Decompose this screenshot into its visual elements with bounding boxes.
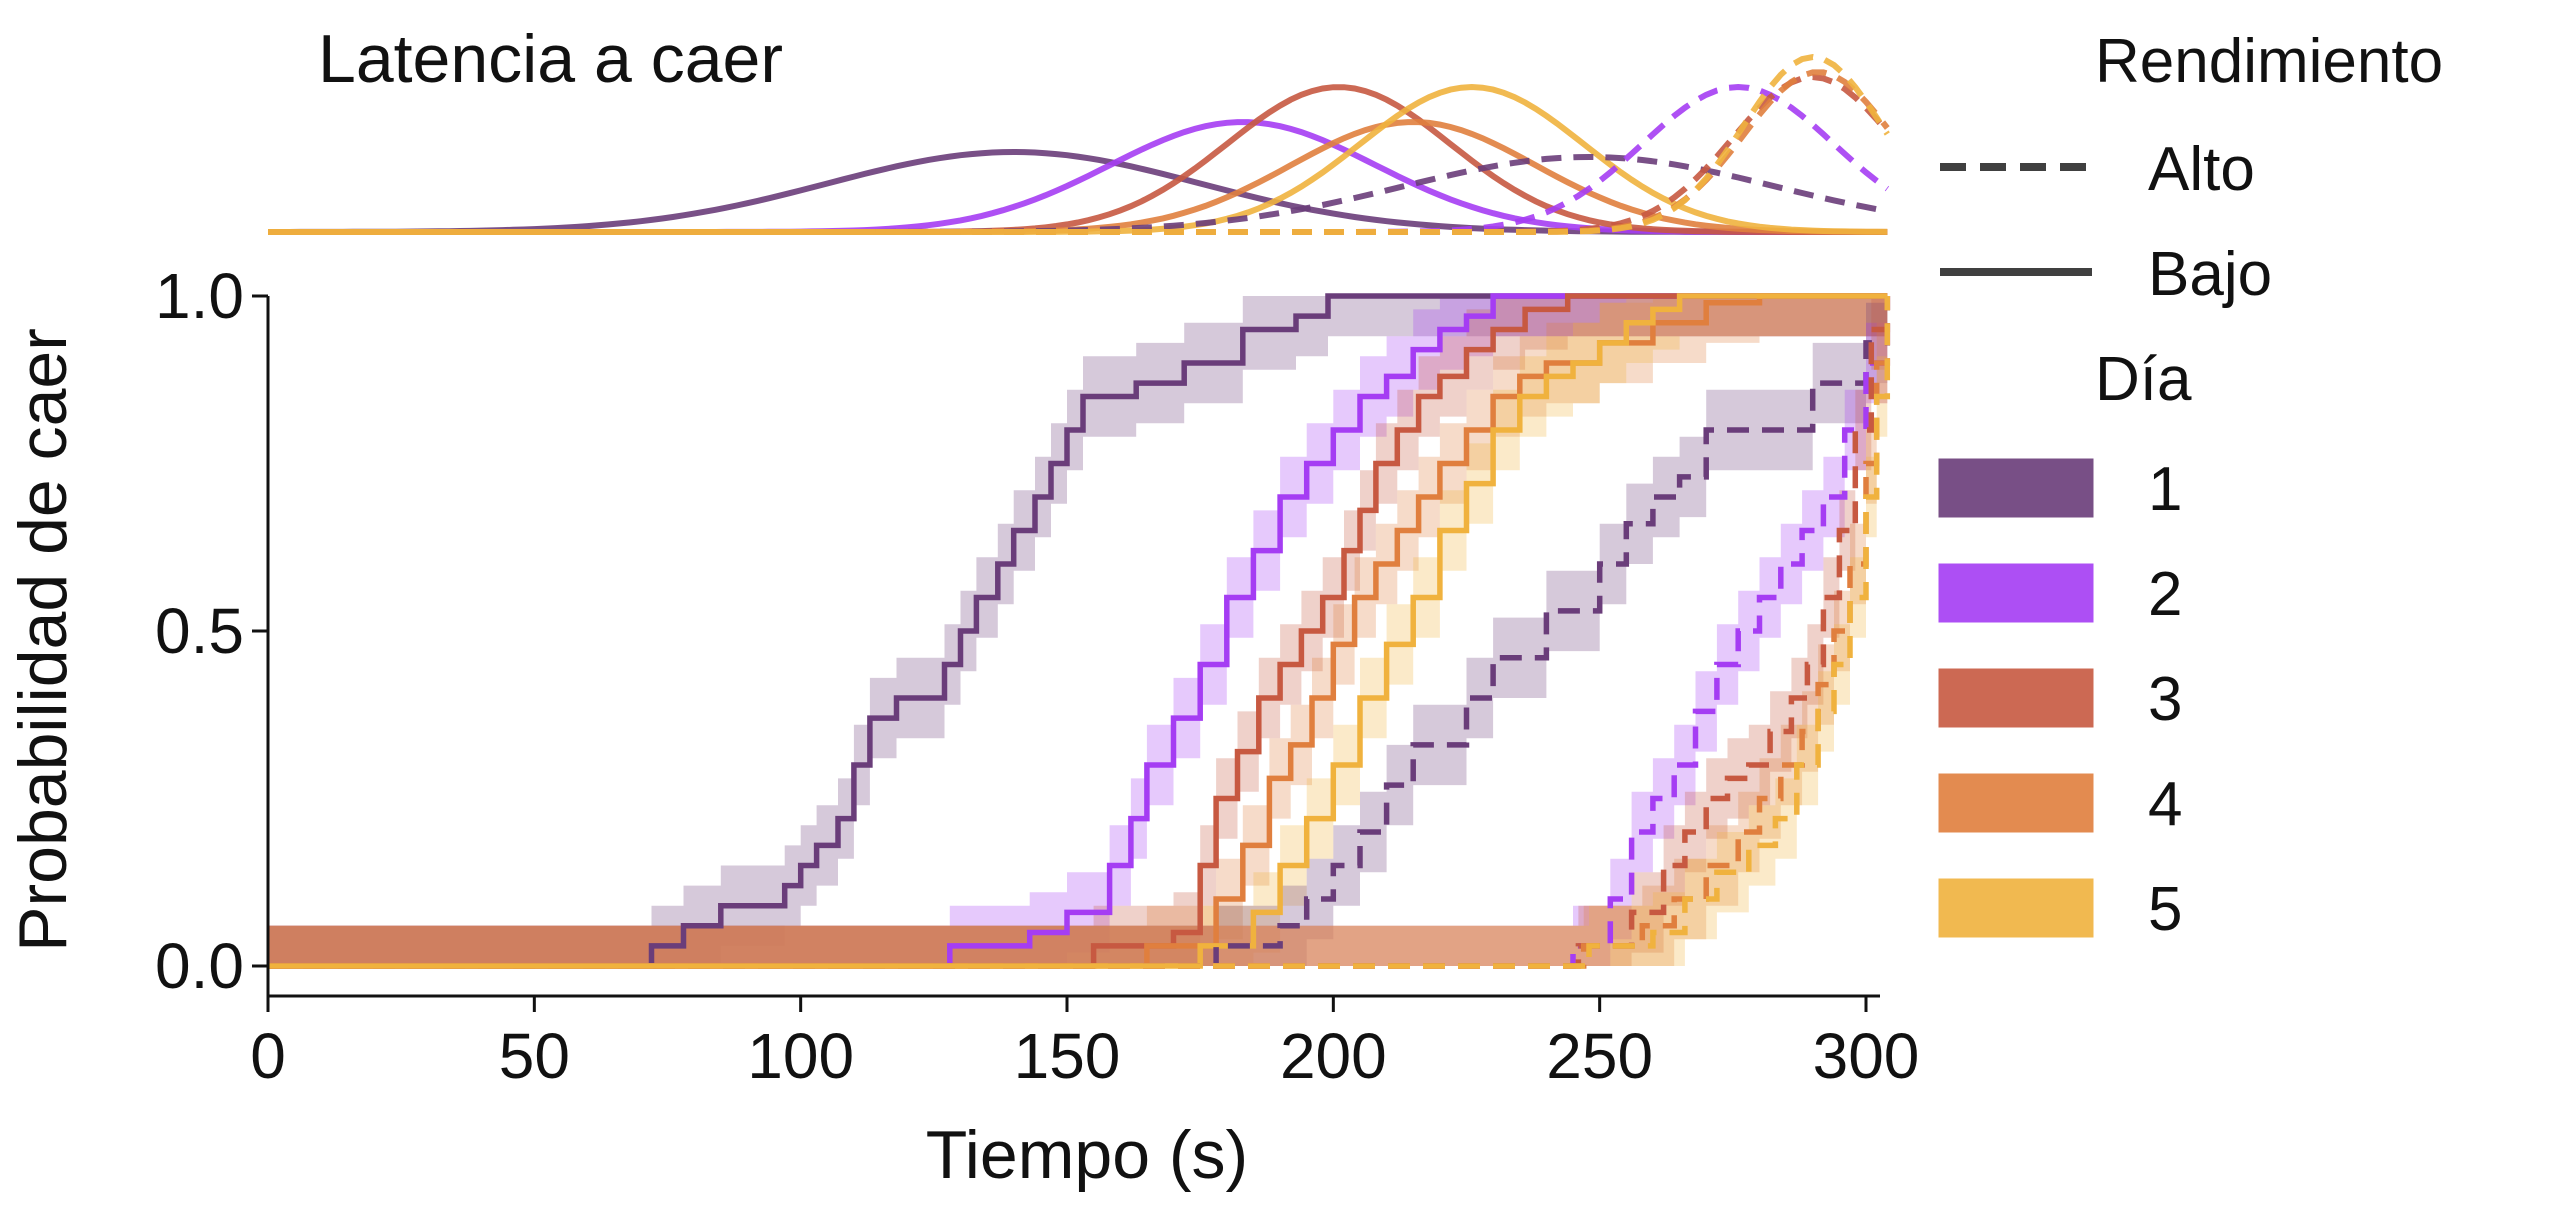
ci-band-day-1-alto <box>268 296 1888 966</box>
legend-color-label-day-2: 2 <box>2148 560 2182 629</box>
legend-color-swatch-day-1 <box>1938 458 2094 518</box>
x-tick-label: 250 <box>1546 1020 1653 1092</box>
x-tick-label: 100 <box>747 1020 854 1092</box>
survival-curve-day-5-bajo <box>268 293 1888 969</box>
legend-color-swatch-day-4 <box>1938 773 2094 833</box>
legend-color-label-day-5: 5 <box>2148 875 2182 944</box>
legend-color-label-day-4: 4 <box>2148 770 2182 839</box>
ci-band-day-4-alto <box>268 296 1888 966</box>
chart-title: Latencia a caer <box>318 21 783 97</box>
survival-curve-day-1-bajo <box>268 293 1888 969</box>
legend: Rendimiento Alto Bajo Día 1 2 3 4 5 <box>1938 27 2443 944</box>
survival-curve-day-5-alto <box>268 296 1891 969</box>
x-tick-label: 150 <box>1014 1020 1121 1092</box>
survival-curve-day-1-alto <box>268 296 1891 969</box>
survival-curve-day-3-bajo <box>268 293 1888 969</box>
x-axis-label: Tiempo (s) <box>926 1117 1248 1193</box>
y-tick-label: 0.5 <box>155 595 244 667</box>
confidence-bands <box>268 296 1888 966</box>
y-tick-label: 1.0 <box>155 260 244 332</box>
legend-color-swatch-day-5 <box>1938 878 2094 938</box>
legend-style-label-bajo: Bajo <box>2148 240 2272 309</box>
legend-color-swatch-day-3 <box>1938 668 2094 728</box>
ci-band-day-5-alto <box>268 296 1888 966</box>
legend-style-title: Rendimiento <box>2095 27 2443 96</box>
density-curve-day-5-alto <box>268 53 1890 235</box>
axes <box>266 296 1880 998</box>
survival-curves <box>268 293 1891 969</box>
legend-color-swatch-day-2 <box>1938 563 2094 623</box>
x-tick-label: 300 <box>1813 1020 1920 1092</box>
x-tick-label: 0 <box>250 1020 286 1092</box>
legend-color-label-day-1: 1 <box>2148 455 2182 524</box>
y-tick-label: 0.0 <box>155 930 244 1002</box>
survival-curve-day-2-alto <box>268 296 1891 969</box>
legend-color-entries: 1 2 3 4 5 <box>1938 455 2182 944</box>
legend-color-title: Día <box>2095 345 2192 414</box>
ci-band-day-5-bajo <box>268 296 1888 966</box>
legend-color-label-day-3: 3 <box>2148 665 2182 734</box>
ticks: 0 50 100 150 200 250 300 0.0 0.5 1.0 <box>155 260 1919 1092</box>
x-tick-label: 200 <box>1280 1020 1387 1092</box>
y-axis-label: Probabilidad de caer <box>5 328 81 952</box>
ci-band-day-4-bajo <box>268 296 1888 966</box>
survival-curve-day-3-alto <box>268 296 1891 969</box>
legend-style-label-alto: Alto <box>2148 135 2255 204</box>
x-tick-label: 50 <box>499 1020 570 1092</box>
survival-curve-day-2-bajo <box>268 293 1888 969</box>
density-panel <box>268 53 1890 235</box>
